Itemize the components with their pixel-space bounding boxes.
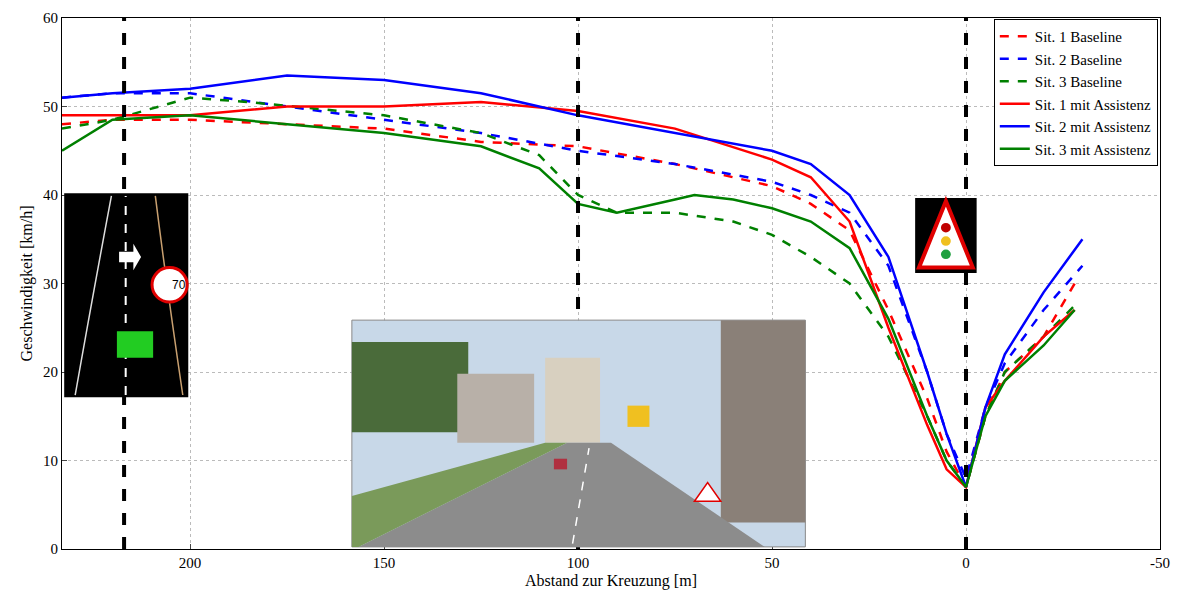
svg-text:20: 20 — [43, 364, 58, 380]
svg-text:50: 50 — [43, 99, 58, 115]
svg-text:30: 30 — [43, 276, 58, 292]
svg-text:60: 60 — [43, 10, 58, 26]
svg-text:Abstand zur Kreuzung [m]: Abstand zur Kreuzung [m] — [525, 572, 697, 590]
svg-text:0: 0 — [962, 555, 970, 571]
svg-text:0: 0 — [51, 541, 59, 557]
svg-text:100: 100 — [567, 555, 590, 571]
svg-text:10: 10 — [43, 453, 58, 469]
svg-text:50: 50 — [765, 555, 780, 571]
svg-text:Geschwindigkeit [km/h]: Geschwindigkeit [km/h] — [18, 206, 36, 362]
svg-text:Sit. 1 mit Assistenz: Sit. 1 mit Assistenz — [1035, 97, 1151, 113]
svg-text:-50: -50 — [1150, 555, 1170, 571]
svg-text:Sit. 1 Baseline: Sit. 1 Baseline — [1035, 29, 1122, 45]
svg-text:200: 200 — [179, 555, 202, 571]
svg-text:Sit. 2 mit Assistenz: Sit. 2 mit Assistenz — [1035, 119, 1151, 135]
svg-text:Sit. 3 mit Assistenz: Sit. 3 mit Assistenz — [1035, 142, 1151, 158]
svg-text:150: 150 — [373, 555, 396, 571]
svg-text:Sit. 3 Baseline: Sit. 3 Baseline — [1035, 74, 1122, 90]
svg-text:70: 70 — [172, 278, 186, 292]
svg-text:40: 40 — [43, 187, 58, 203]
svg-text:Sit. 2 Baseline: Sit. 2 Baseline — [1035, 52, 1122, 68]
